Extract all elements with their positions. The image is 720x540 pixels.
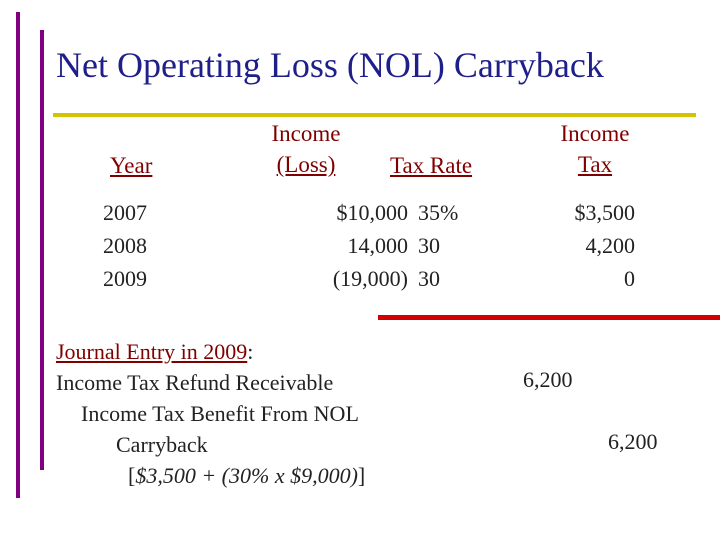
header-income-loss: Income (Loss) <box>246 118 366 180</box>
slide-title: Net Operating Loss (NOL) Carryback <box>56 45 604 85</box>
header-income-tax-line1: Income <box>560 121 630 146</box>
left-accent-bar-outer <box>16 12 20 498</box>
header-income-tax-line2-text: Tax <box>577 152 613 177</box>
header-income-line2: (Loss) <box>246 149 366 180</box>
red-accent-line <box>378 315 720 320</box>
journal-credit-account-line1: Income Tax Benefit From NOL <box>81 401 359 426</box>
table-cell-tax: $3,500 <box>574 200 636 225</box>
table-cell-rate: 35% <box>418 200 459 225</box>
header-income-tax: Income Tax <box>545 118 645 180</box>
table-cell-year: 2009 <box>103 266 147 291</box>
table-cell-income: $10,000 <box>336 200 409 225</box>
journal-heading: Journal Entry in 2009 <box>56 339 248 364</box>
table-cell-year: 2008 <box>103 233 147 258</box>
table-cell-year: 2007 <box>103 200 147 225</box>
journal-calculation-line: [$3,500 + (30% x $9,000)] <box>56 460 365 491</box>
table-cell-tax: 0 <box>624 266 635 291</box>
journal-calculation: $3,500 + (30% x $9,000) <box>135 463 358 488</box>
journal-credit-account-line2: Carryback <box>116 432 208 457</box>
title-underline <box>53 113 696 117</box>
journal-heading-line: Journal Entry in 2009: <box>56 336 365 367</box>
calc-bracket-open: [ <box>128 463 136 488</box>
credit-amount: 6,200 <box>608 429 658 454</box>
header-income-line2-text: (Loss) <box>276 152 336 177</box>
header-tax-rate: Tax Rate <box>390 153 473 178</box>
header-income-tax-line2: Tax <box>545 149 645 180</box>
header-year: Year <box>110 153 153 178</box>
journal-heading-colon: : <box>247 339 254 364</box>
column-income: $10,000 14,000 (19,000) <box>290 196 408 295</box>
debit-amount: 6,200 <box>523 367 573 392</box>
table-cell-income: 14,000 <box>347 233 409 258</box>
table-cell-rate: 30 <box>418 233 440 258</box>
column-years: 2007 2008 2009 <box>103 196 147 295</box>
column-tax: $3,500 4,200 0 <box>540 196 636 295</box>
journal-debit-account: Income Tax Refund Receivable <box>56 370 334 395</box>
table-cell-rate: 30 <box>418 266 440 291</box>
column-rate: 35% 30 30 <box>418 196 458 295</box>
calc-bracket-close: ] <box>357 463 366 488</box>
table-cell-income: (19,000) <box>332 266 408 291</box>
header-income-line1: Income <box>271 121 341 146</box>
journal-entry: Journal Entry in 2009: Income Tax Refund… <box>56 336 365 491</box>
left-accent-bar-inner <box>40 30 44 470</box>
table-cell-tax: 4,200 <box>585 233 636 258</box>
